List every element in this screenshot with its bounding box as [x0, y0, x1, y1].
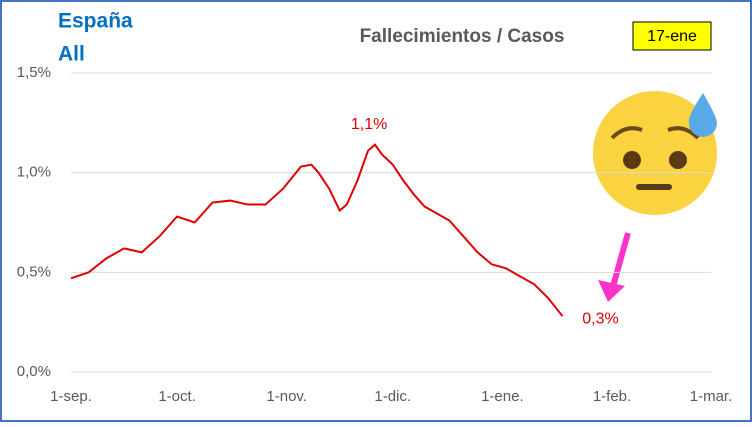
- subset: All: [58, 43, 85, 66]
- x-tick-label: 1-feb.: [593, 388, 631, 405]
- annotation: 1,1%: [351, 116, 387, 133]
- region: España: [58, 10, 133, 33]
- arrow: [598, 232, 631, 302]
- y-tick-label: 0,0%: [17, 363, 51, 380]
- emoji: [593, 91, 717, 215]
- annotation: 0,3%: [582, 310, 618, 327]
- x-tick-label: 1-oct.: [158, 388, 196, 405]
- x-tick-label: 1-nov.: [266, 388, 307, 405]
- date-badge-box: [632, 21, 712, 51]
- date-badge: 17-ene: [647, 28, 697, 45]
- x-tick-label: 1-dic.: [374, 388, 411, 405]
- x-tick-label: 1-ene.: [481, 388, 524, 405]
- y-tick-label: 0,5%: [17, 263, 51, 280]
- line: [70, 143, 564, 317]
- chart-title: Fallecimientos / Casos: [360, 26, 565, 47]
- x-tick-label: 1-sep.: [50, 388, 92, 405]
- y-tick-label: 1,0%: [17, 164, 51, 181]
- x-tick-label: 1-mar.: [690, 388, 733, 405]
- y-tick-label: 1,5%: [17, 64, 51, 81]
